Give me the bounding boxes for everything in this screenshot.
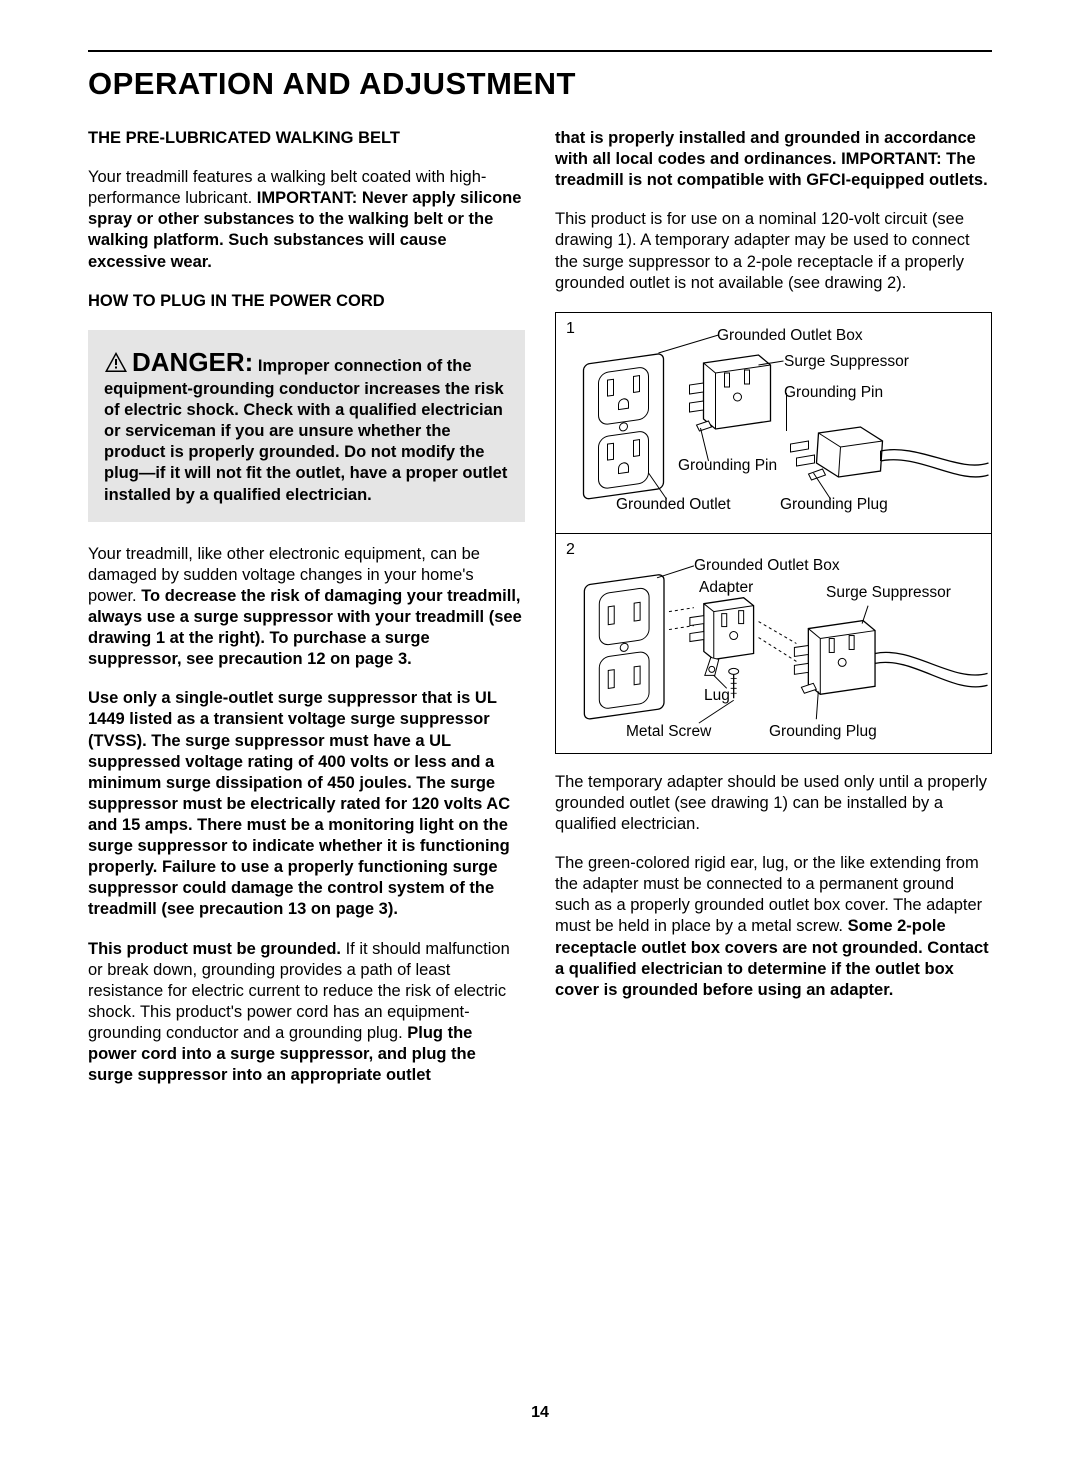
para-surge-b: To decrease the risk of damaging your tr… (88, 587, 522, 668)
fig1-label-outlet-box: Grounded Outlet Box (717, 326, 863, 346)
fig2-label-gplug: Grounding Plug (769, 722, 877, 742)
para-ul1449-text: Use only a single-outlet surge suppresso… (88, 689, 510, 918)
figure-number-2: 2 (566, 540, 575, 560)
danger-para: DANGER: Improper connection of the equip… (104, 346, 509, 506)
para-r4: The green-colored rigid ear, lug, or the… (555, 853, 992, 1001)
warning-icon (104, 351, 128, 379)
page-title: OPERATION AND ADJUSTMENT (88, 66, 992, 102)
para-r2: This product is for use on a nominal 120… (555, 209, 992, 293)
fig2-label-screw: Metal Screw (626, 722, 711, 742)
para-belt: Your treadmill features a walking belt c… (88, 167, 525, 273)
fig1-label-gpin-top: Grounding Pin (784, 383, 883, 403)
two-column-layout: THE PRE-LUBRICATED WALKING BELT Your tre… (88, 128, 992, 1104)
para-r1-text: that is properly installed and grounded … (555, 129, 988, 189)
right-column: that is properly installed and grounded … (555, 128, 992, 1104)
para-ul1449: Use only a single-outlet surge suppresso… (88, 688, 525, 920)
left-column: THE PRE-LUBRICATED WALKING BELT Your tre… (88, 128, 525, 1104)
top-rule (88, 50, 992, 52)
figure-panel-1: 1 (556, 313, 991, 533)
figure-number-1: 1 (566, 319, 575, 339)
para-r3: The temporary adapter should be used onl… (555, 772, 992, 835)
para-grounded: This product must be grounded. If it sho… (88, 939, 525, 1087)
para-surge: Your treadmill, like other electronic eq… (88, 544, 525, 671)
fig1-label-gout: Grounded Outlet (616, 495, 731, 515)
fig1-label-gplug: Grounding Plug (780, 495, 888, 515)
fig2-label-surge: Surge Suppressor (826, 583, 951, 603)
heading-plug: HOW TO PLUG IN THE POWER CORD (88, 291, 525, 312)
fig1-label-surge: Surge Suppressor (784, 352, 909, 372)
figure-panel-2: 2 (556, 533, 991, 753)
danger-word: DANGER: (132, 347, 253, 377)
para-r1: that is properly installed and grounded … (555, 128, 992, 191)
fig1-label-gpin-bot: Grounding Pin (678, 456, 777, 476)
fig2-label-adapter: Adapter (699, 578, 753, 598)
danger-box: DANGER: Improper connection of the equip… (88, 330, 525, 522)
figure-box: 1 (555, 312, 992, 754)
heading-belt: THE PRE-LUBRICATED WALKING BELT (88, 128, 525, 149)
danger-body: Improper connection of the equipment-gro… (104, 357, 507, 504)
para-grounded-a: This product must be grounded. (88, 940, 341, 958)
page-number: 14 (88, 1404, 992, 1422)
fig2-label-outlet-box: Grounded Outlet Box (694, 556, 840, 576)
fig2-label-lug: Lug (704, 686, 730, 706)
